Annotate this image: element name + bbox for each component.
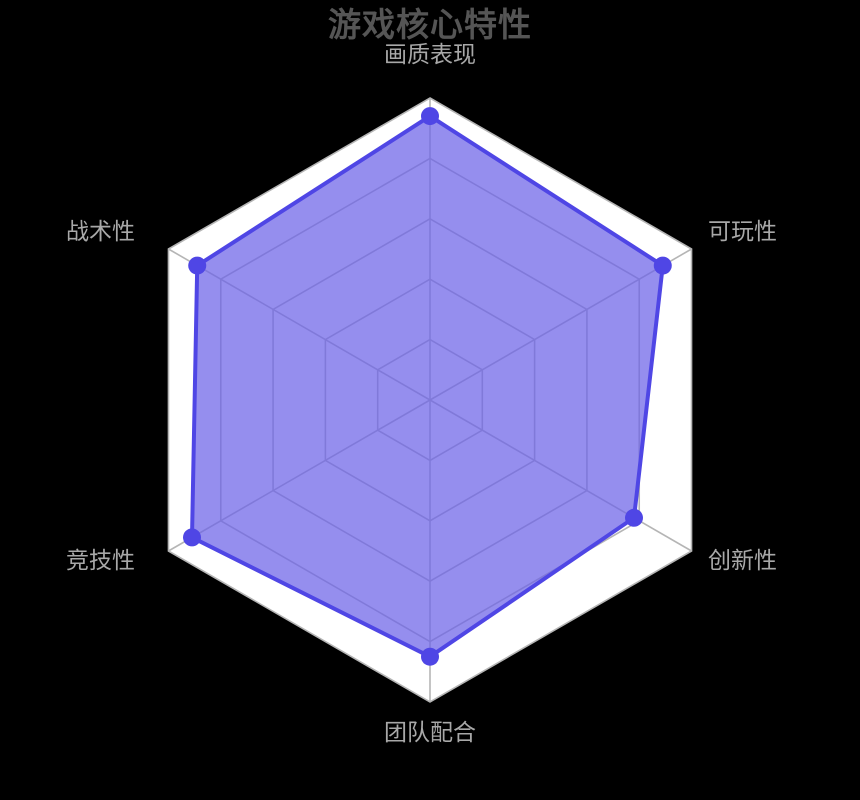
series-fill-polygon xyxy=(192,116,663,657)
data-point-画质表现[interactable] xyxy=(421,107,439,126)
data-point-团队配合[interactable] xyxy=(421,647,439,666)
axis-label-huazhibiaoxian: 画质表现 xyxy=(384,42,476,68)
series-markers xyxy=(183,107,672,666)
data-point-战术性[interactable] xyxy=(188,256,207,275)
axis-label-tuanduipeihe: 团队配合 xyxy=(384,720,476,746)
page-title: 游戏核心特性 xyxy=(328,5,532,44)
axis-label-chuangxinxing: 创新性 xyxy=(708,548,777,574)
axis-label-zhanshuxing: 战术性 xyxy=(66,219,135,245)
data-point-可玩性[interactable] xyxy=(653,256,672,275)
axis-label-kewanxing: 可玩性 xyxy=(708,219,777,245)
data-point-创新性[interactable] xyxy=(625,508,643,527)
axis-label-jingjixing: 竞技性 xyxy=(66,548,135,574)
data-point-竞技性[interactable] xyxy=(183,528,201,547)
